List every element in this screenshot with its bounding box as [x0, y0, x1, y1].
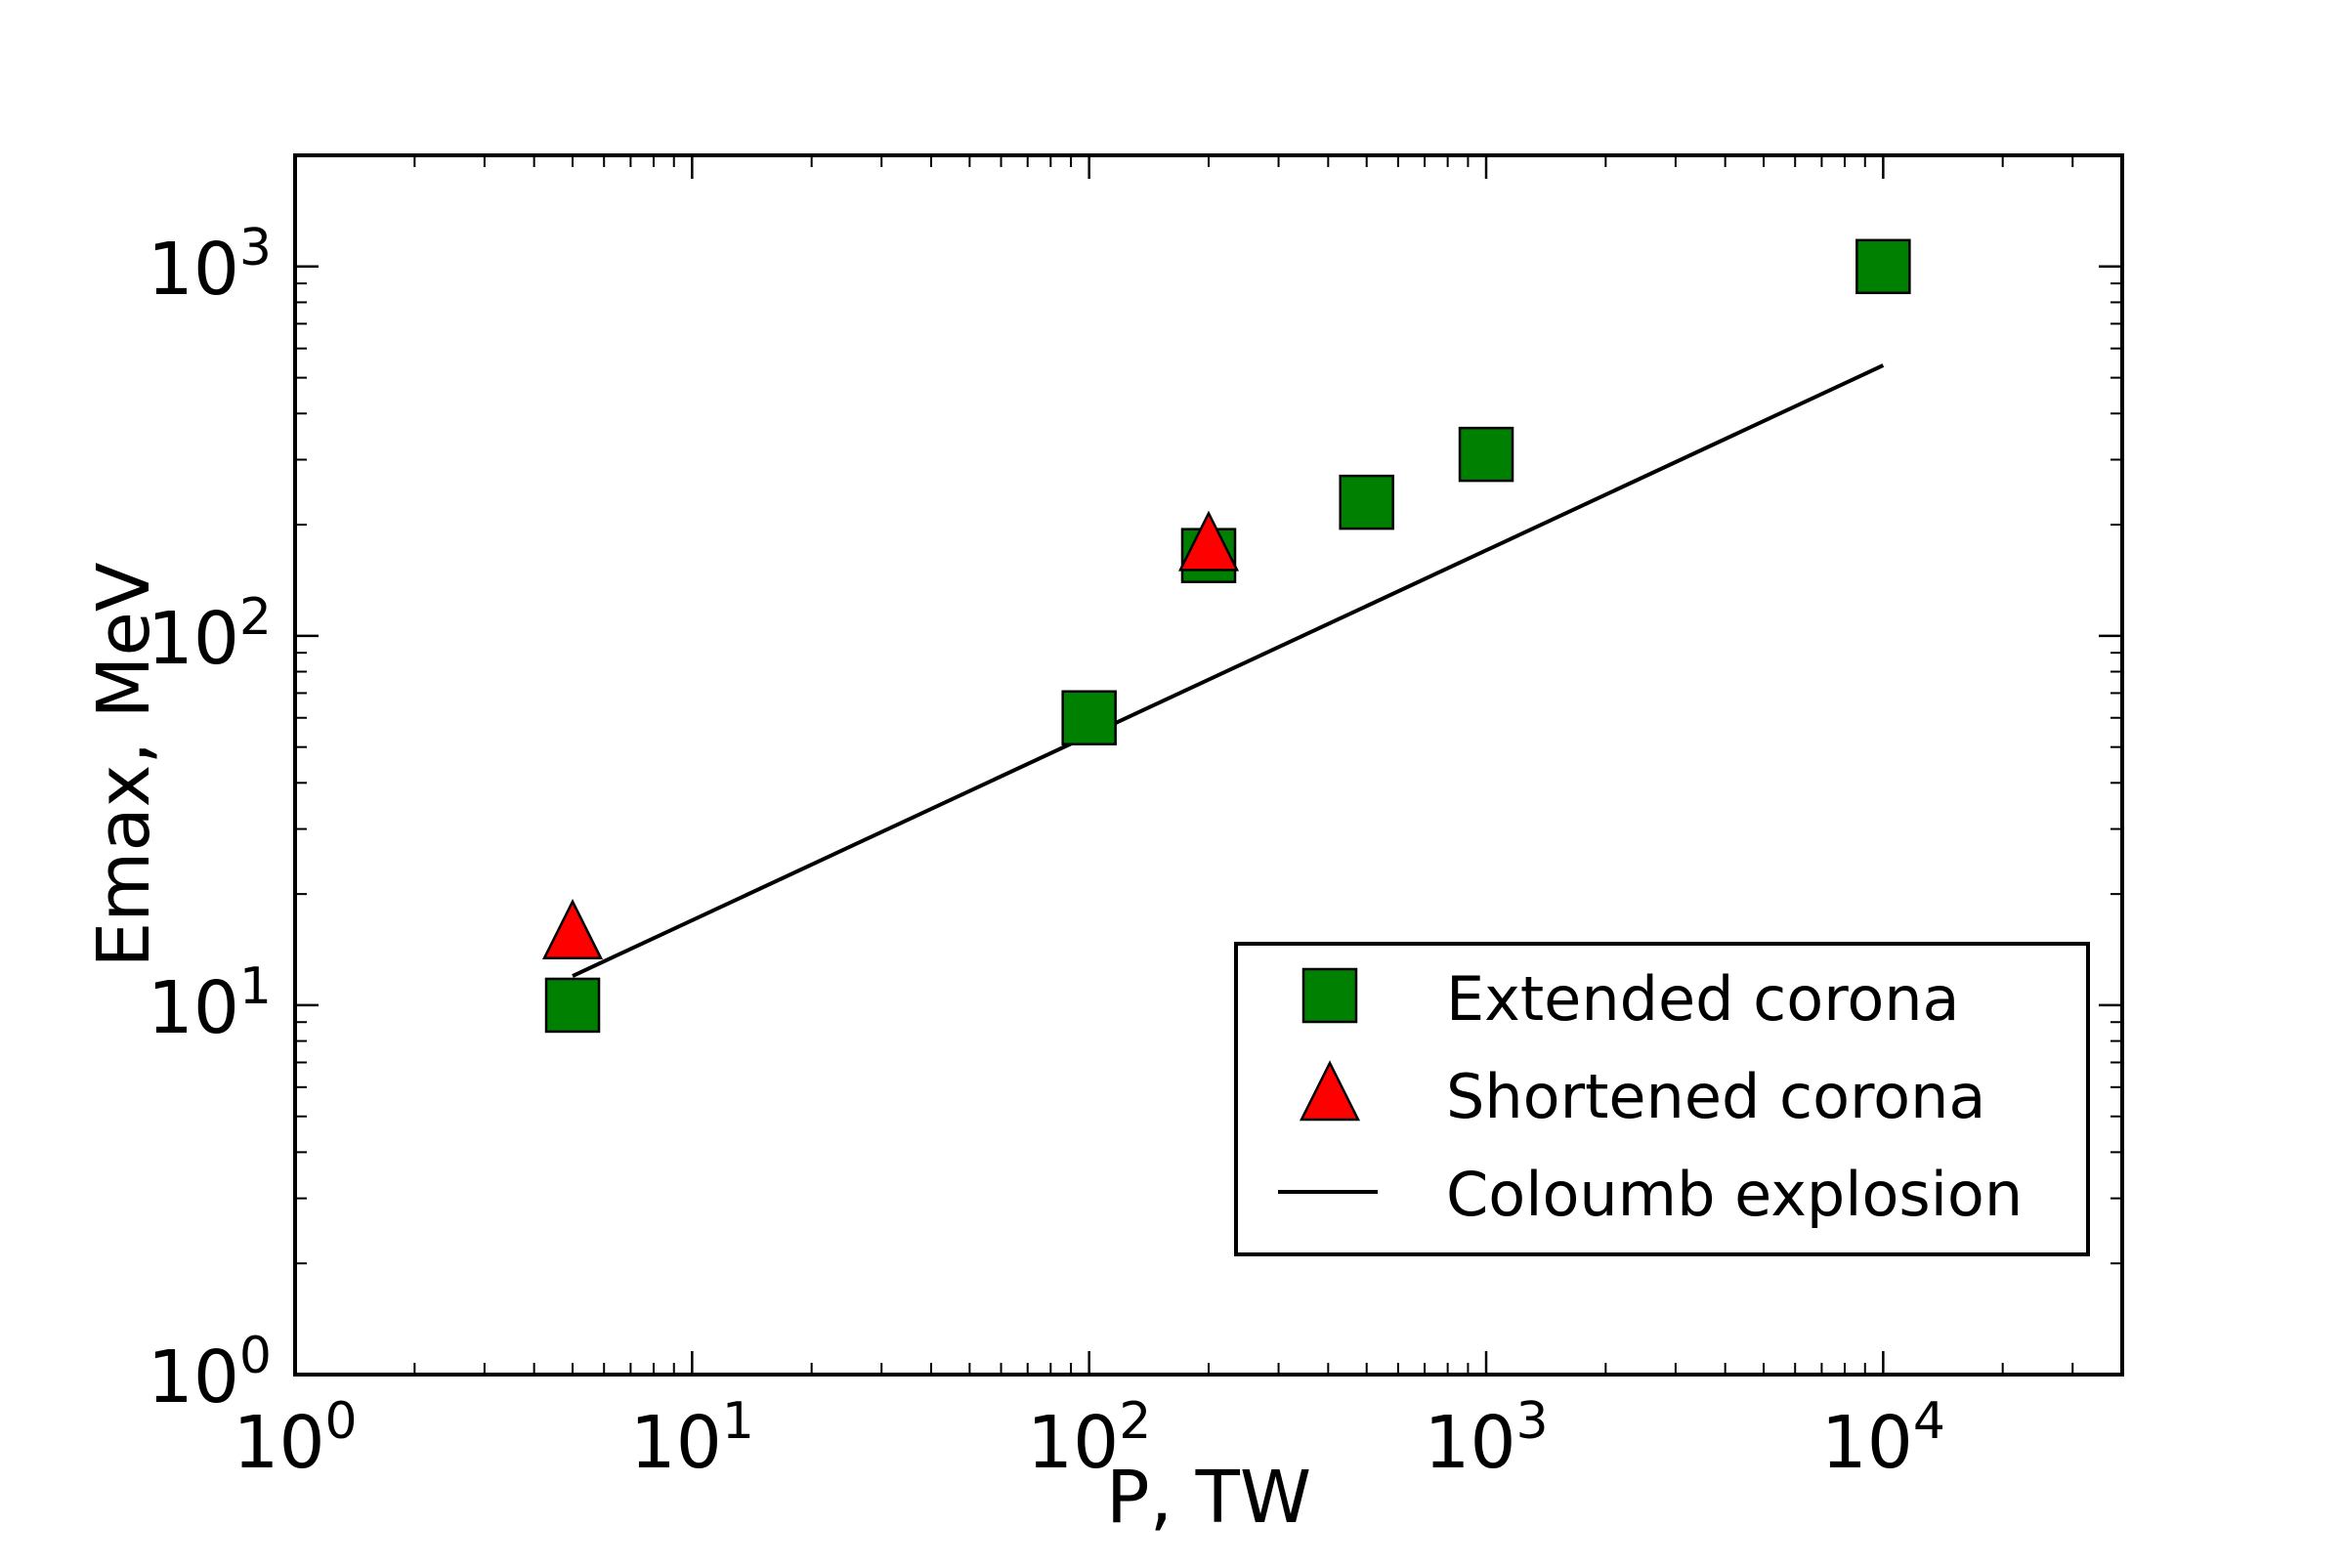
plot-area-frame — [293, 153, 2124, 1377]
shortened-corona-point — [1177, 510, 1240, 572]
legend-square-marker — [1301, 967, 1358, 1024]
coloumb-explosion-line — [572, 363, 1885, 978]
y-tick-label: 100 — [148, 1327, 272, 1420]
y-tick-label: 101 — [148, 957, 272, 1050]
y-tick-label-base: 10 — [148, 1335, 239, 1420]
y-tick-label-exponent: 1 — [239, 957, 272, 1016]
y-tick-label: 102 — [148, 588, 272, 681]
x-tick-label: 104 — [1821, 1392, 1945, 1485]
x-tick-label-base: 10 — [1424, 1401, 1515, 1485]
x-tick-label: 100 — [233, 1392, 357, 1485]
legend-triangle-marker — [1299, 1060, 1361, 1122]
x-tick-label-base: 10 — [1027, 1401, 1119, 1485]
y-tick-label-exponent: 2 — [239, 588, 272, 647]
legend-label-shortened-corona: Shortened corona — [1446, 1061, 1985, 1132]
y-tick-label-exponent: 0 — [239, 1327, 272, 1385]
x-tick-label-base: 10 — [1821, 1401, 1913, 1485]
legend-label-extended-corona: Extended corona — [1446, 963, 1960, 1035]
x-tick-label-exponent: 3 — [1516, 1392, 1549, 1451]
x-tick-label-exponent: 4 — [1913, 1392, 1945, 1451]
y-tick-label-exponent: 3 — [239, 219, 272, 277]
x-tick-label-exponent: 0 — [325, 1392, 358, 1451]
y-tick-label: 103 — [148, 219, 272, 312]
x-tick-label: 101 — [630, 1392, 754, 1485]
x-tick-label-exponent: 1 — [722, 1392, 754, 1451]
x-tick-label-exponent: 2 — [1119, 1392, 1151, 1451]
y-tick-label-base: 10 — [148, 228, 239, 312]
x-tick-label: 103 — [1424, 1392, 1548, 1485]
x-axis-label: P, TW — [1106, 1456, 1311, 1540]
y-tick-label-base: 10 — [148, 966, 239, 1050]
legend-box — [1234, 942, 2090, 1256]
extended-corona-point — [1339, 474, 1394, 530]
extended-corona-point — [1855, 238, 1911, 295]
y-tick-label-base: 10 — [148, 597, 239, 681]
shortened-corona-point — [541, 898, 604, 960]
series-layer — [541, 238, 1911, 1034]
legend: Extended corona Shortened corona Coloumb… — [1234, 942, 2090, 1256]
extended-corona-point — [1061, 690, 1117, 745]
x-tick-label-base: 10 — [233, 1401, 324, 1485]
x-tick-label: 102 — [1027, 1392, 1151, 1485]
extended-corona-point — [1458, 426, 1514, 483]
x-tick-label-base: 10 — [630, 1401, 722, 1485]
extended-corona-point — [544, 977, 601, 1034]
legend-label-coloumb-explosion: Coloumb explosion — [1446, 1159, 2023, 1230]
y-axis-label: Emax, MeV — [82, 562, 166, 967]
